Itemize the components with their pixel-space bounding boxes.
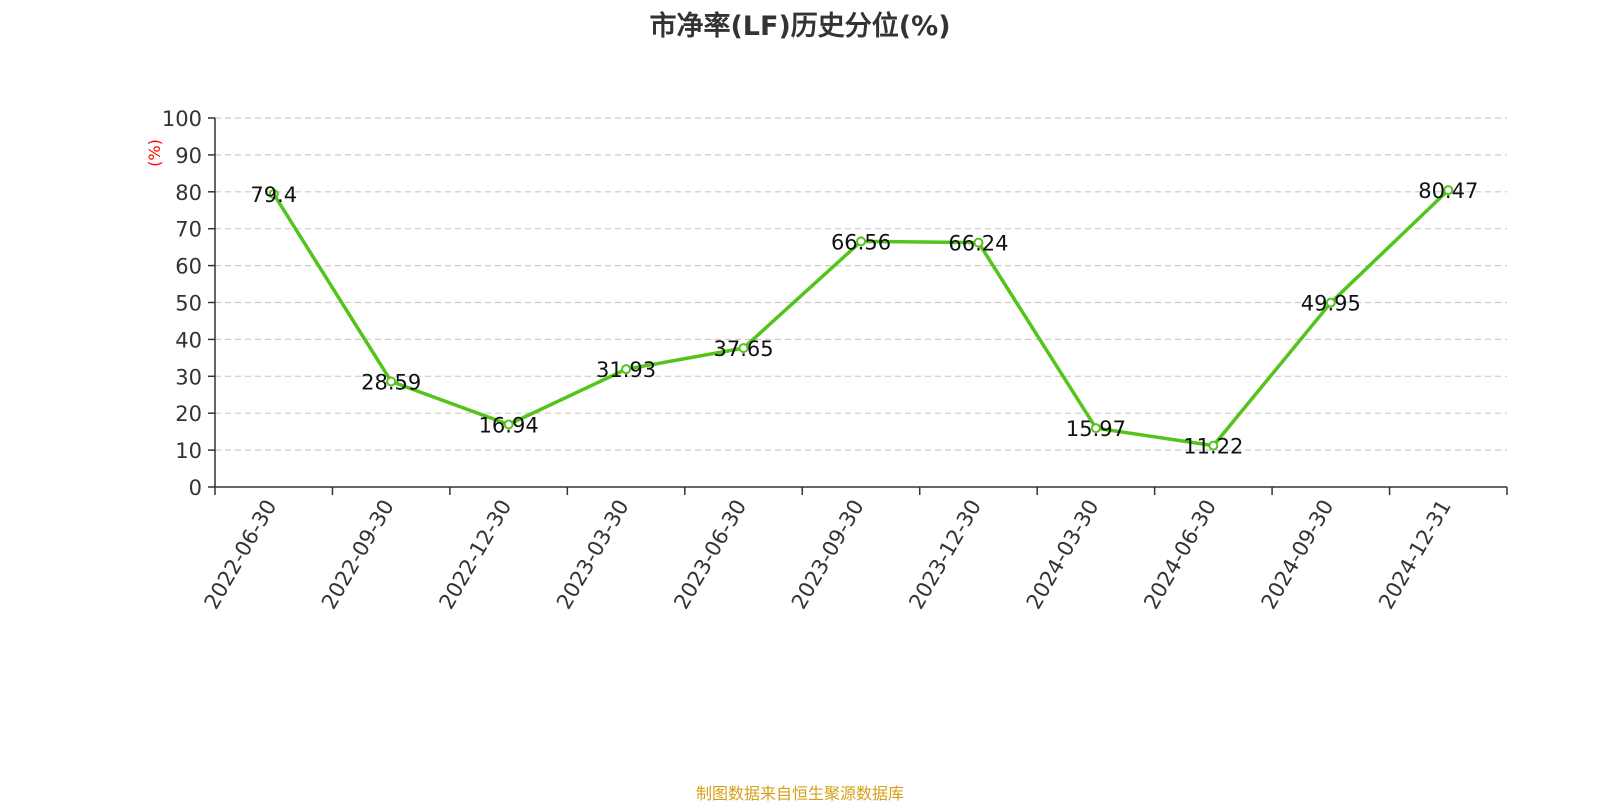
- y-tick-label: 0: [189, 476, 202, 500]
- data-point: [503, 419, 514, 430]
- x-tick-label: 2023-06-30: [669, 496, 751, 614]
- x-tick-label: 2022-09-30: [317, 496, 399, 614]
- data-point: [973, 237, 984, 248]
- data-labels: 79.4 28.59 16.94 31.93 37.65 66.56 66.24 15.97 1…: [250, 179, 1478, 459]
- y-tick-label: 20: [175, 402, 202, 426]
- y-tick-label: 40: [175, 328, 202, 352]
- axes: 0 10 20 30 40 50 60 70 80 90 100 2022-06-30 2022-09-…: [162, 107, 1508, 614]
- x-tick-label: 2024-12-31: [1374, 496, 1456, 614]
- x-tick-label: 2022-06-30: [200, 496, 282, 614]
- data-label: 31.93: [596, 358, 656, 382]
- data-label: 49.95: [1301, 292, 1361, 316]
- data-label: 16.94: [479, 413, 539, 437]
- x-tick-label: 2023-12-30: [904, 496, 986, 614]
- chart-title: 市净率(LF)历史分位(%): [649, 11, 951, 42]
- y-tick-label: 30: [175, 365, 202, 389]
- x-tick-label: 2024-09-30: [1257, 496, 1339, 614]
- data-label: 80.47: [1418, 179, 1478, 203]
- x-tick-label: 2024-06-30: [1139, 496, 1221, 614]
- data-label: 37.65: [713, 337, 773, 361]
- y-axis-label: (%): [145, 139, 164, 167]
- y-tick-label: 80: [175, 181, 202, 205]
- x-tick-label: 2022-12-30: [434, 495, 516, 613]
- data-point: [1090, 423, 1101, 434]
- data-point: [1325, 297, 1336, 308]
- data-point: [268, 189, 279, 200]
- x-tick-label: 2024-03-30: [1022, 496, 1104, 614]
- data-label: 28.59: [361, 371, 421, 395]
- y-tick-label: 90: [175, 144, 202, 168]
- data-point: [738, 343, 749, 354]
- x-tick-label: 2023-03-30: [552, 496, 634, 614]
- data-label: 15.97: [1066, 417, 1126, 441]
- grid-lines: [215, 117, 1507, 451]
- data-series: [268, 185, 1454, 451]
- y-tick-label: 50: [175, 292, 202, 316]
- data-point: [1208, 440, 1219, 451]
- data-point: [386, 376, 397, 387]
- y-tick-label: 70: [175, 218, 202, 242]
- source-note: 制图数据来自恒生聚源数据库: [695, 784, 904, 803]
- data-point: [1443, 185, 1454, 196]
- data-label: 11.22: [1183, 435, 1243, 459]
- data-label: 66.24: [948, 232, 1008, 256]
- data-point: [856, 236, 866, 247]
- y-tick-label: 60: [175, 255, 202, 279]
- data-label: 79.4: [250, 183, 297, 207]
- x-tick-label: 2023-09-30: [787, 496, 869, 614]
- y-tick-label: 100: [162, 107, 202, 131]
- data-label: 66.56: [831, 230, 891, 254]
- y-tick-label: 10: [175, 439, 202, 463]
- data-point: [621, 364, 632, 375]
